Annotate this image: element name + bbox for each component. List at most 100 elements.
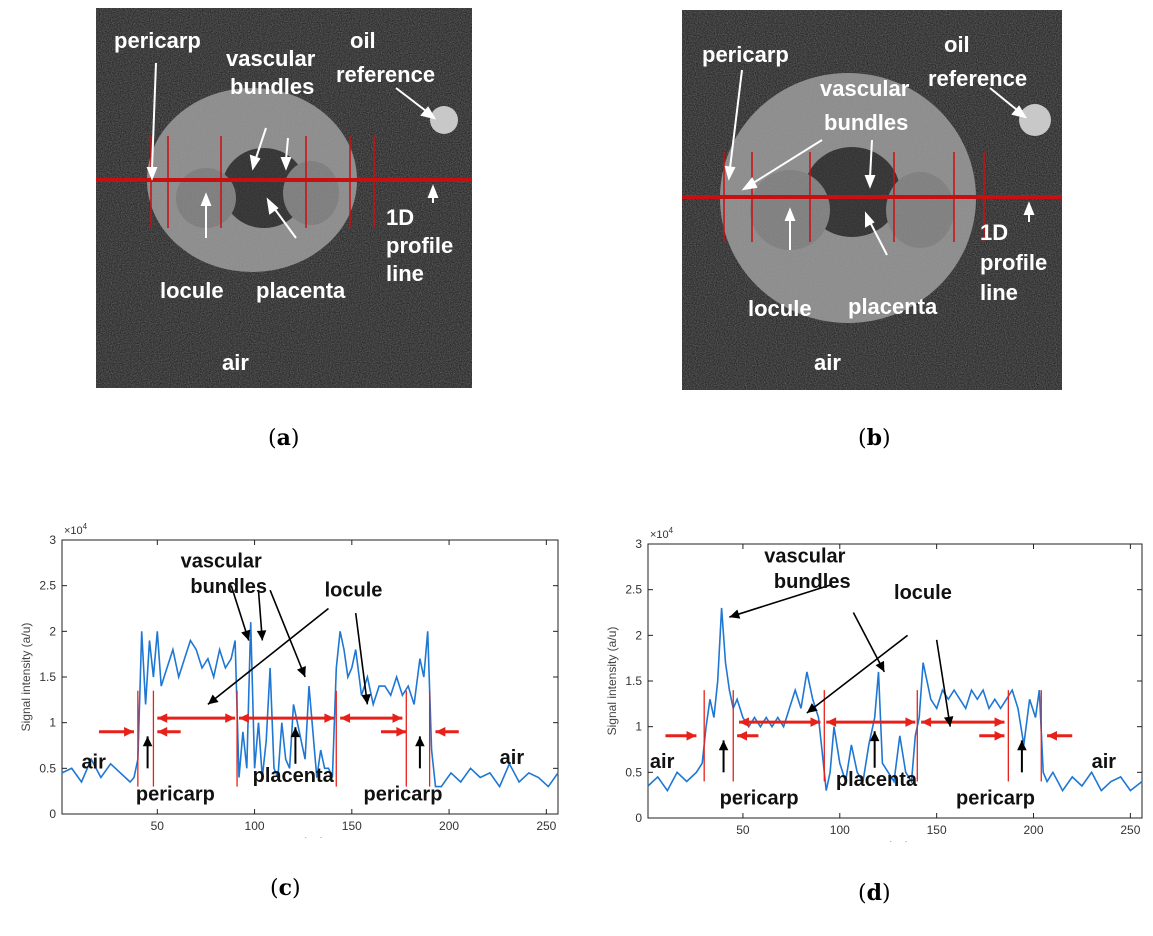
mri-image-a-svg: pericarp oil reference vascular bundles …	[96, 8, 472, 388]
y-tick-label: 0.5	[39, 761, 56, 775]
arrow-head	[718, 740, 729, 751]
arrow-head	[225, 713, 236, 723]
locule-pointer	[806, 634, 909, 714]
arrow-head	[875, 660, 885, 672]
y-tick-label: 0	[49, 807, 56, 821]
label-pericarp-left-d: pericarp	[720, 787, 799, 809]
locule-pointer	[207, 607, 329, 706]
label-air-a: air	[222, 350, 249, 375]
arrow-head	[1017, 740, 1027, 751]
label-bundles-c: bundles	[190, 576, 267, 598]
label-pericarp-right-d: pericarp	[956, 787, 1035, 809]
arrow-head	[1047, 731, 1057, 741]
arrow-head	[361, 693, 371, 705]
label-reference-b: reference	[928, 66, 1027, 91]
x-tick-label: 50	[736, 823, 750, 837]
label-bundles-d: bundles	[774, 571, 851, 593]
y-tick-label: 2	[635, 628, 642, 642]
arrow-head	[869, 731, 880, 742]
label-line-a: line	[386, 261, 424, 286]
y-tick-label: 2	[49, 624, 56, 638]
label-vascular-d: vascular	[764, 545, 845, 567]
y-tick-label: 1	[49, 716, 56, 730]
mri-image-a: pericarp oil reference vascular bundles …	[96, 8, 472, 388]
mri-image-b: pericarp oil reference vascular bundles …	[682, 10, 1062, 390]
x-tick-label: 250	[1120, 823, 1140, 837]
x-tick-label: 100	[245, 819, 265, 833]
label-profile-b: profile	[980, 250, 1047, 275]
oil-reference-disc-b	[1019, 104, 1051, 136]
arrow-head	[739, 717, 749, 727]
label-oil-a: oil	[350, 28, 376, 53]
x-tick-label: 200	[439, 819, 459, 833]
arrow-head	[207, 694, 219, 705]
caption-c: (c)	[270, 875, 301, 901]
arrow-head	[157, 727, 168, 737]
label-air-right-d: air	[1092, 751, 1117, 773]
arrow-head	[729, 609, 741, 619]
plot-area-d: 0 0.5 1 1.5 2 2.5 3 50 100 150 200 250 ×104 pixel Sign…	[605, 526, 1143, 842]
y-axis-label: Signal intensity (a/u)	[605, 627, 619, 736]
label-pericarp-right-c: pericarp	[363, 783, 442, 805]
y-tick-label: 0	[635, 811, 642, 825]
label-pericarp-b: pericarp	[702, 42, 789, 67]
plot-area-c: 0 0.5 1 1.5 2 2.5 3 50 100 150 200 250 ×104 pixel Sign…	[19, 522, 559, 838]
label-air-left-c: air	[81, 751, 106, 773]
mri-image-b-svg: pericarp oil reference vascular bundles …	[682, 10, 1062, 390]
arrow-head	[921, 717, 932, 727]
arrow-head	[806, 703, 818, 713]
x-tick-label: 50	[151, 819, 165, 833]
arrow-head	[290, 727, 301, 738]
label-locule-d: locule	[894, 582, 952, 604]
exponent-label: ×104	[64, 522, 88, 537]
y-tick-label: 1.5	[39, 670, 56, 684]
y-tick-label: 1.5	[625, 674, 642, 688]
arrow-head	[340, 713, 351, 723]
arrow-head	[905, 717, 916, 727]
x-tick-label: 200	[1023, 823, 1043, 837]
caption-d: (d)	[858, 880, 891, 906]
caption-b: (b)	[858, 425, 891, 451]
x-tick-label: 150	[342, 819, 362, 833]
vascular-pointer	[729, 584, 831, 618]
label-profile-a: profile	[386, 233, 453, 258]
x-tick-label: 100	[830, 823, 850, 837]
arrow-head	[392, 713, 403, 723]
y-tick-label: 2.5	[625, 583, 642, 597]
label-vascular-a: vascular	[226, 46, 316, 71]
label-bundles-b: bundles	[824, 110, 908, 135]
vascular-pointer	[852, 612, 886, 673]
arrow-head	[826, 717, 837, 727]
arrow-head	[415, 736, 425, 747]
chart-c: 0 0.5 1 1.5 2 2.5 3 50 100 150 200 250 ×104 pixel Sign…	[19, 522, 559, 838]
arrow-head	[239, 713, 249, 723]
caption-a: (a)	[268, 425, 300, 451]
label-placenta-a: placenta	[256, 278, 346, 303]
arrow-head	[124, 727, 134, 737]
locule-pointer	[935, 639, 952, 727]
arrows-a	[146, 62, 439, 239]
label-pericarp-a: pericarp	[114, 28, 201, 53]
label-air-left-d: air	[650, 751, 675, 773]
label-vascular-b: vascular	[820, 76, 910, 101]
arrow-head	[396, 727, 407, 737]
label-air-b: air	[814, 350, 841, 375]
label-placenta-d: placenta	[836, 769, 918, 791]
x-tick-label: 250	[536, 819, 556, 833]
oil-reference-disc-a	[430, 106, 458, 134]
label-1d-a: 1D	[386, 205, 414, 230]
arrow-head	[994, 731, 1005, 741]
x-tick-label: 150	[927, 823, 947, 837]
locule-pointer	[354, 612, 369, 705]
arrow-head	[943, 716, 954, 727]
arrow-head	[324, 713, 335, 723]
arrow-head	[994, 717, 1005, 727]
label-locule-b: locule	[748, 296, 812, 321]
label-air-right-c: air	[500, 747, 525, 769]
arrow-head	[737, 731, 748, 741]
label-placenta-b: placenta	[848, 294, 938, 319]
label-bundles-a: bundles	[230, 74, 314, 99]
label-reference-a: reference	[336, 62, 435, 87]
arrow-head	[686, 731, 697, 741]
label-oil-b: oil	[944, 32, 970, 57]
